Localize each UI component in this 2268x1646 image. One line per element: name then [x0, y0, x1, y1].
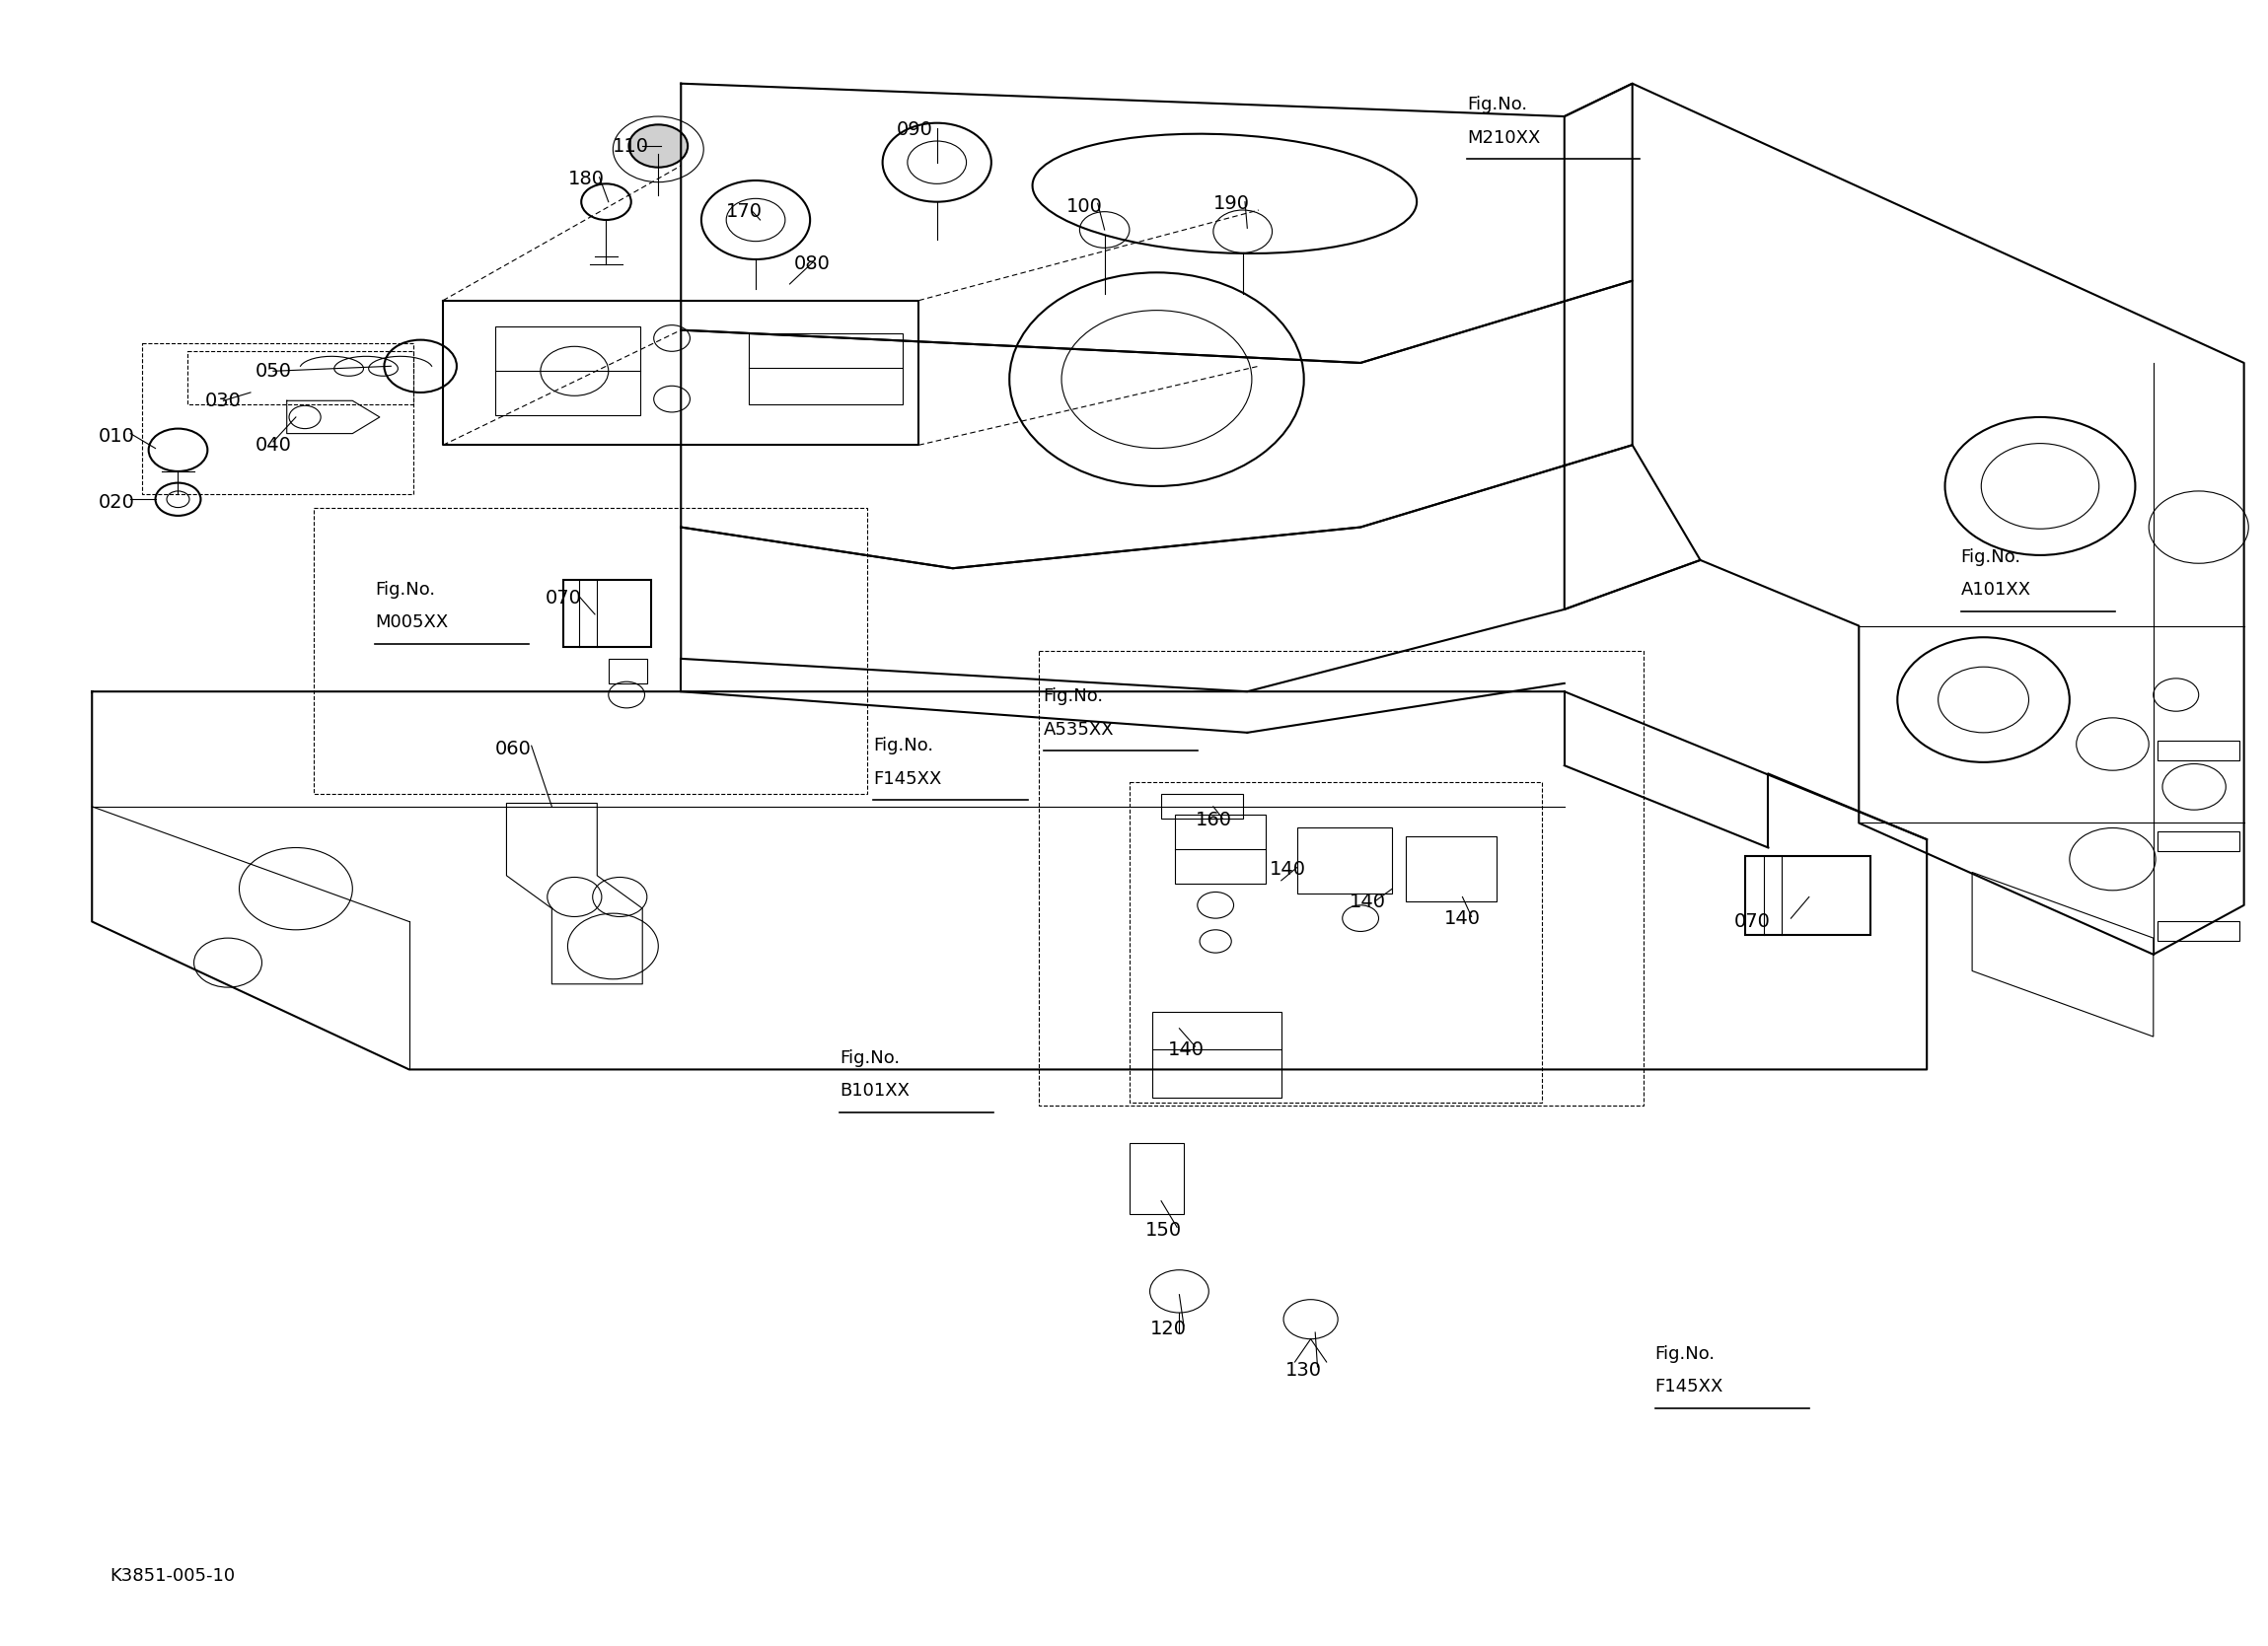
- Text: 160: 160: [1195, 810, 1232, 830]
- Text: 070: 070: [544, 589, 581, 607]
- Text: 140: 140: [1445, 909, 1481, 928]
- Text: 190: 190: [1213, 194, 1250, 212]
- Text: 070: 070: [1735, 912, 1771, 932]
- Text: M005XX: M005XX: [374, 614, 449, 632]
- Text: 060: 060: [494, 739, 531, 759]
- Text: 120: 120: [1150, 1320, 1186, 1338]
- Text: 170: 170: [726, 202, 762, 221]
- Text: 110: 110: [612, 137, 649, 155]
- Text: 040: 040: [254, 436, 293, 454]
- Text: 080: 080: [794, 255, 830, 273]
- Text: Fig.No.: Fig.No.: [374, 581, 435, 599]
- Text: 140: 140: [1168, 1040, 1204, 1058]
- Text: 050: 050: [254, 362, 293, 380]
- Text: Fig.No.: Fig.No.: [839, 1049, 900, 1067]
- Text: 030: 030: [204, 392, 243, 410]
- Text: 140: 140: [1349, 892, 1386, 912]
- Text: K3851-005-10: K3851-005-10: [111, 1567, 236, 1585]
- Text: F145XX: F145XX: [873, 770, 941, 787]
- Text: 020: 020: [100, 494, 136, 512]
- Circle shape: [628, 125, 687, 168]
- Text: 090: 090: [896, 120, 932, 138]
- Text: 140: 140: [1270, 859, 1306, 879]
- Text: Fig.No.: Fig.No.: [1467, 95, 1526, 114]
- Text: M210XX: M210XX: [1467, 128, 1540, 146]
- Text: 150: 150: [1145, 1221, 1182, 1239]
- Text: 180: 180: [567, 170, 603, 188]
- Text: F145XX: F145XX: [1656, 1378, 1724, 1396]
- Text: A535XX: A535XX: [1043, 721, 1114, 737]
- Text: A101XX: A101XX: [1962, 581, 2030, 599]
- Text: Fig.No.: Fig.No.: [1656, 1345, 1715, 1363]
- Text: Fig.No.: Fig.No.: [1043, 688, 1105, 706]
- Text: Fig.No.: Fig.No.: [1962, 548, 2021, 566]
- Text: 130: 130: [1286, 1361, 1322, 1379]
- Text: Fig.No.: Fig.No.: [873, 737, 934, 754]
- Text: 010: 010: [100, 428, 136, 446]
- Text: 100: 100: [1066, 198, 1102, 216]
- Text: B101XX: B101XX: [839, 1081, 909, 1100]
